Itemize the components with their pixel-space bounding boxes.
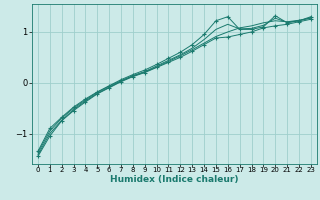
X-axis label: Humidex (Indice chaleur): Humidex (Indice chaleur)	[110, 175, 239, 184]
